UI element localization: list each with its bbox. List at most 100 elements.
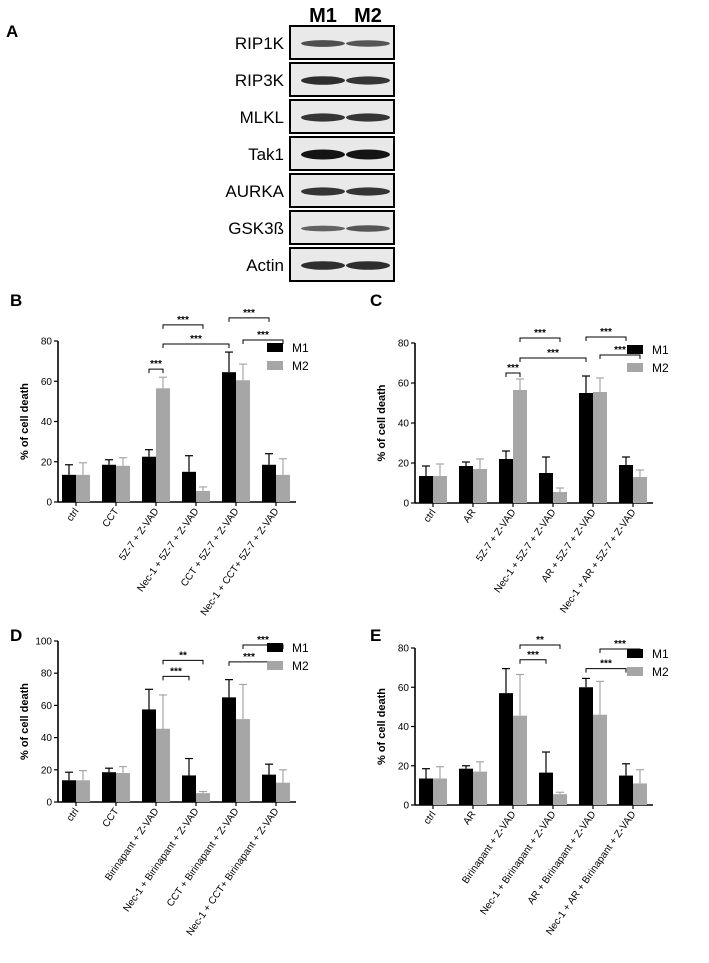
sig-bracket-c-3: [585, 336, 627, 341]
blot-band-0-1: [346, 40, 390, 47]
bar-e-0-5: [619, 775, 633, 805]
sig-bracket-b-1: [162, 343, 230, 349]
x-tick-label-e-4: AR + Birinapant + Z-VAD: [526, 809, 599, 906]
sig-bracket-c-2: [519, 337, 561, 342]
y-axis-label-c: % of cell death: [376, 384, 388, 461]
blot-label-5: GSK3ß: [228, 219, 284, 238]
x-tick-label-e-5: Nec-1 + AR + Birinapant + Z-VAD: [544, 809, 638, 937]
blot-band-2-0: [301, 113, 345, 122]
bar-b-0-2: [142, 456, 156, 502]
blot-band-2-1: [346, 113, 390, 122]
bar-e-1-1: [473, 771, 487, 805]
legend-label-c-1: M2: [652, 361, 669, 375]
sig-bracket-e-1: [519, 644, 561, 650]
y-tick-label-b-1: 20: [41, 457, 53, 468]
x-tick-label-d-1: CCT: [101, 806, 122, 829]
bar-e-1-0: [433, 778, 447, 805]
bar-e-0-3: [539, 772, 553, 805]
blot-band-6-1: [346, 261, 390, 270]
blot-label-0: RIP1K: [235, 34, 285, 53]
sig-bracket-e-0: [519, 659, 547, 664]
sig-label-b-2: ***: [177, 315, 189, 326]
legend-label-d-1: M2: [292, 659, 309, 673]
y-tick-label-d-2: 40: [41, 733, 53, 744]
sig-bracket-b-3: [228, 317, 270, 322]
bar-c-0-1: [459, 466, 473, 503]
lane-label-m1: M1: [309, 5, 337, 27]
bar-b-0-4: [222, 372, 236, 502]
blot-band-3-1: [346, 149, 390, 160]
sig-label-d-3: ***: [257, 635, 269, 646]
bar-d-0-0: [62, 780, 76, 802]
legend-swatch-b-0: [267, 343, 283, 352]
legend-swatch-c-1: [627, 363, 643, 372]
bar-d-0-2: [142, 709, 156, 802]
y-tick-label-e-0: 0: [403, 801, 409, 812]
y-tick-label-e-4: 80: [398, 644, 410, 655]
legend-swatch-d-0: [267, 643, 283, 652]
x-tick-label-b-0: ctrl: [65, 506, 82, 523]
bar-c-0-3: [539, 473, 553, 503]
sig-bracket-c-4: [599, 354, 641, 359]
bar-b-1-5: [276, 474, 290, 502]
x-tick-label-e-0: ctrl: [422, 809, 439, 826]
bar-d-1-4: [236, 719, 250, 802]
sig-label-c-4: ***: [614, 345, 626, 356]
blot-band-1-1: [346, 76, 390, 85]
panel-a-western-blot: A M1 M2 RIP1K RIP3K MLKL Tak1 AURKA GSK3ß Actin: [6, 5, 395, 282]
x-tick-label-d-3: Nec-1 + Birinapant + Z-VAD: [121, 806, 201, 914]
sig-label-e-0: ***: [527, 650, 539, 661]
x-tick-label-c-2: 5Z-7 + Z-VAD: [474, 507, 518, 563]
blot-band-3-0: [301, 149, 345, 160]
legend-label-b-0: M1: [292, 341, 309, 355]
legend-label-d-0: M1: [292, 641, 309, 655]
legend-swatch-d-1: [267, 661, 283, 670]
y-axis-label-d: % of cell death: [19, 683, 31, 760]
bar-e-0-0: [419, 778, 433, 805]
y-axis-label-b: % of cell death: [19, 383, 31, 460]
y-tick-label-e-3: 60: [398, 683, 410, 694]
y-tick-label-d-5: 100: [35, 637, 52, 648]
sig-label-b-4: ***: [257, 330, 269, 341]
sig-bracket-c-1: [519, 357, 587, 362]
x-tick-label-c-0: ctrl: [422, 507, 439, 524]
blot-band-5-0: [301, 225, 345, 232]
blot-band-5-1: [346, 225, 390, 232]
bar-c-0-5: [619, 465, 633, 503]
legend-label-c-0: M1: [652, 343, 669, 357]
bar-e-1-3: [553, 794, 567, 805]
bar-e-1-2: [513, 715, 527, 805]
sig-bracket-b-4: [242, 339, 284, 344]
bar-e-1-4: [593, 714, 607, 805]
bar-c-1-5: [633, 477, 647, 503]
y-tick-label-b-4: 80: [41, 337, 53, 348]
bar-c-1-4: [593, 392, 607, 503]
bar-d-0-1: [102, 772, 116, 802]
y-tick-label-b-2: 40: [41, 417, 53, 428]
bar-c-0-2: [499, 459, 513, 503]
legend-swatch-c-0: [627, 345, 643, 354]
y-tick-label-d-4: 80: [41, 669, 53, 680]
y-tick-label-b-0: 0: [46, 498, 52, 509]
y-tick-label-e-2: 40: [398, 722, 410, 733]
y-tick-label-c-2: 40: [398, 419, 410, 430]
blot-label-6: Actin: [246, 256, 284, 275]
bar-d-1-2: [156, 728, 170, 802]
x-tick-label-d-0: ctrl: [65, 806, 82, 823]
x-tick-label-e-3: Nec-1 + Birinapant + Z-VAD: [478, 809, 558, 917]
bar-c-0-0: [419, 476, 433, 503]
bar-b-0-0: [62, 474, 76, 502]
blot-label-1: RIP3K: [235, 71, 285, 90]
sig-label-e-1: **: [536, 635, 544, 646]
y-tick-label-c-4: 80: [398, 339, 410, 350]
panel-label-e: E: [370, 626, 381, 645]
sig-label-e-2: ***: [600, 659, 612, 670]
bar-d-1-5: [276, 782, 290, 802]
x-tick-label-c-1: AR: [461, 507, 478, 525]
bar-c-1-2: [513, 390, 527, 503]
panel-label-b: B: [10, 291, 22, 310]
y-tick-label-d-1: 20: [41, 765, 53, 776]
